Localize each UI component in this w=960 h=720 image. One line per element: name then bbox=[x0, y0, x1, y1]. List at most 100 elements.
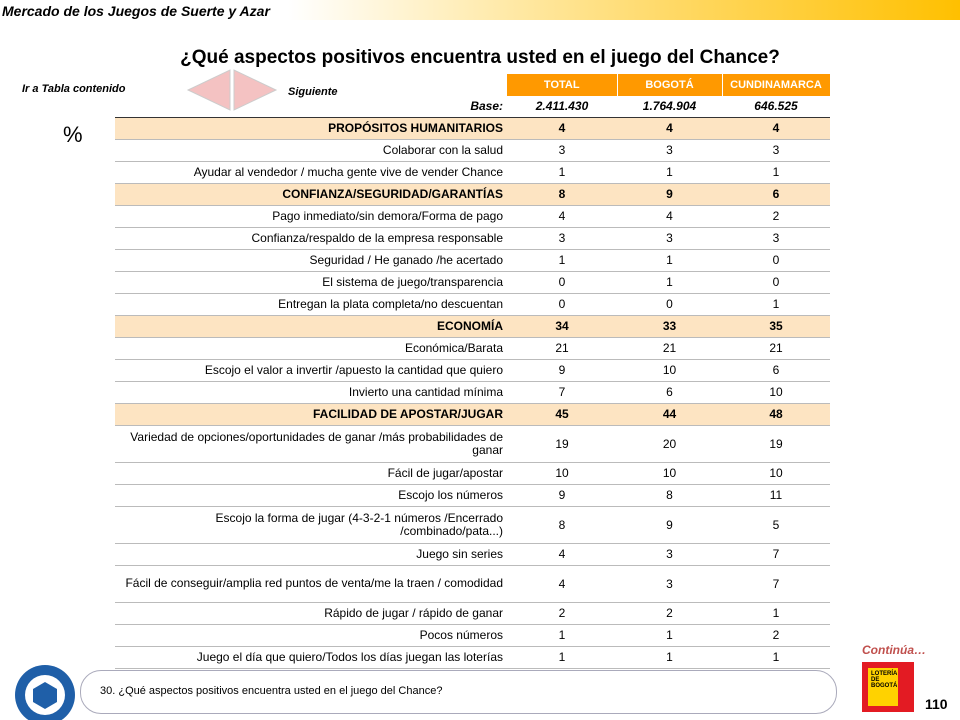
cell: 1 bbox=[617, 161, 722, 184]
table: TOTAL BOGOTÁ CUNDINAMARCA Base: 2.411.430 1.7… bbox=[115, 74, 831, 669]
continue[interactable]: Continúa… bbox=[862, 643, 926, 657]
cell: 10 bbox=[617, 359, 722, 382]
top-bar bbox=[0, 0, 960, 20]
row-label: Económica/Barata bbox=[115, 337, 507, 360]
row-label: Colaborar con la salud bbox=[115, 139, 507, 162]
logo-text: LOTERÍA DE BOGOTÁ bbox=[868, 668, 898, 706]
cell: 8 bbox=[507, 506, 617, 544]
cell: 0 bbox=[722, 249, 830, 272]
cell: 4 bbox=[507, 116, 617, 140]
cell: 0 bbox=[617, 293, 722, 316]
nav-back[interactable]: Ir a Tabla contenido bbox=[22, 83, 126, 95]
section-row: CONFIANZA/SEGURIDAD/GARANTÍAS 8 9 6 bbox=[115, 182, 830, 206]
section-row: FACILIDAD DE APOSTAR/JUGAR 45 44 48 bbox=[115, 402, 830, 426]
cell: 3 bbox=[617, 227, 722, 250]
cell: 10 bbox=[722, 462, 830, 485]
row-label: Escojo la forma de jugar (4-3-2-1 número… bbox=[115, 506, 507, 544]
cell: 1 bbox=[507, 161, 617, 184]
cell: 21 bbox=[722, 337, 830, 360]
row-label: Seguridad / He ganado /he acertado bbox=[115, 249, 507, 272]
cell: 8 bbox=[507, 182, 617, 206]
column-header: TOTAL bbox=[507, 74, 618, 96]
cell: 6 bbox=[722, 182, 830, 206]
header-row: TOTAL BOGOTÁ CUNDINAMARCA bbox=[115, 74, 831, 96]
row-label: PROPÓSITOS HUMANITARIOS bbox=[115, 116, 507, 140]
base-value: 646.525 bbox=[754, 99, 798, 114]
cell: 10 bbox=[722, 381, 830, 404]
page-number: 110 bbox=[925, 696, 948, 712]
cell: 7 bbox=[722, 565, 830, 603]
cell: 6 bbox=[722, 359, 830, 382]
row-label: Pocos números bbox=[115, 624, 507, 647]
cell: 21 bbox=[507, 337, 617, 360]
row-label: El sistema de juego/transparencia bbox=[115, 271, 507, 294]
company-logo bbox=[15, 665, 75, 720]
row-label: Fácil de conseguir/amplia red puntos de … bbox=[115, 565, 507, 603]
row: Variedad de opciones/oportunidades de ga… bbox=[115, 425, 830, 463]
question-box bbox=[80, 670, 837, 714]
row-label: Ayudar al vendedor / mucha gente vive de… bbox=[115, 161, 507, 184]
row: Pocos números 1 1 2 bbox=[115, 624, 830, 647]
section-row: PROPÓSITOS HUMANITARIOS 4 4 4 bbox=[115, 116, 830, 140]
cell: 4 bbox=[507, 205, 617, 228]
cell: 19 bbox=[507, 425, 617, 463]
cell: 9 bbox=[507, 359, 617, 382]
base-row: Base: 2.411.430 1.764.904 646.525 bbox=[115, 96, 830, 117]
base-value: 1.764.904 bbox=[642, 99, 697, 114]
row: Entregan la plata completa/no descuentan… bbox=[115, 293, 830, 316]
cell: 3 bbox=[722, 227, 830, 250]
cell: 4 bbox=[617, 205, 722, 228]
row-label: Invierto una cantidad mínima bbox=[115, 381, 507, 404]
cell: 0 bbox=[722, 271, 830, 294]
cell: 34 bbox=[507, 314, 617, 338]
row: Escojo el valor a invertir /apuesto la c… bbox=[115, 359, 830, 382]
cell: 2 bbox=[722, 624, 830, 647]
row: Rápido de jugar / rápido de ganar 2 2 1 bbox=[115, 602, 830, 625]
row: Juego sin series 4 3 7 bbox=[115, 543, 830, 566]
cell: 3 bbox=[507, 139, 617, 162]
title: ¿Qué aspectos positivos encuentra usted … bbox=[180, 47, 780, 68]
row-label: Rápido de jugar / rápido de ganar bbox=[115, 602, 507, 625]
nav-arrows[interactable] bbox=[168, 68, 288, 112]
cell: 1 bbox=[722, 293, 830, 316]
cell: 7 bbox=[507, 381, 617, 404]
cell: 9 bbox=[507, 484, 617, 507]
base-value: 2.411.430 bbox=[535, 99, 589, 114]
cell: 1 bbox=[617, 624, 722, 647]
cell: 2 bbox=[507, 602, 617, 625]
cell: 2 bbox=[617, 602, 722, 625]
row-label: Juego sin series bbox=[115, 543, 507, 566]
arrow-left[interactable] bbox=[186, 69, 231, 111]
cell: 3 bbox=[617, 139, 722, 162]
row: Escojo los números 9 8 11 bbox=[115, 484, 830, 507]
row: Juego el día que quiero/Todos los días j… bbox=[115, 646, 830, 669]
row: El sistema de juego/transparencia 0 1 0 bbox=[115, 271, 830, 294]
row-label: Entregan la plata completa/no descuentan bbox=[115, 293, 507, 316]
cell: 21 bbox=[617, 337, 722, 360]
question: 30. ¿Qué aspectos positivos encuentra us… bbox=[100, 685, 443, 697]
cell: 3 bbox=[507, 227, 617, 250]
cell: 20 bbox=[617, 425, 722, 463]
row-label: Variedad de opciones/oportunidades de ga… bbox=[115, 425, 507, 463]
cell: 9 bbox=[617, 182, 722, 206]
unit: % bbox=[63, 122, 83, 147]
cell: 4 bbox=[617, 116, 722, 140]
cell: 3 bbox=[617, 565, 722, 603]
row-label: Confianza/respaldo de la empresa respons… bbox=[115, 227, 507, 250]
arrow-right[interactable] bbox=[233, 69, 278, 111]
cell: 0 bbox=[507, 293, 617, 316]
nav-next[interactable]: Siguiente bbox=[288, 86, 338, 98]
cell: 35 bbox=[722, 314, 830, 338]
row: Confianza/respaldo de la empresa respons… bbox=[115, 227, 830, 250]
cell: 1 bbox=[617, 271, 722, 294]
cell: 2 bbox=[722, 205, 830, 228]
cell: 33 bbox=[617, 314, 722, 338]
row-label: Escojo los números bbox=[115, 484, 507, 507]
cell: 4 bbox=[507, 543, 617, 566]
cell: 11 bbox=[722, 484, 830, 507]
row: Fácil de jugar/apostar 10 10 10 bbox=[115, 462, 830, 485]
cell: 1 bbox=[507, 646, 617, 669]
cell: 10 bbox=[617, 462, 722, 485]
cell: 4 bbox=[722, 116, 830, 140]
